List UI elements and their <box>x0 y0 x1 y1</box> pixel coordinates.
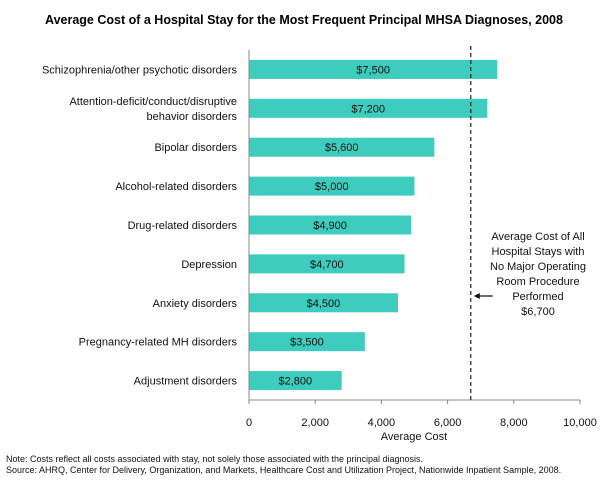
bar-value-label: $3,500 <box>290 337 324 349</box>
reference-annotation-line: Performed <box>512 291 563 303</box>
bar <box>249 137 435 157</box>
category-label: Bipolar disorders <box>154 142 237 154</box>
bar-chart: Average Cost of a Hospital Stay for the … <box>42 13 597 443</box>
bar-value-label: $4,700 <box>310 259 344 271</box>
x-axis-label: Average Cost <box>381 431 447 443</box>
reference-annotation-line: Average Cost of All <box>491 231 584 243</box>
bar <box>249 59 498 79</box>
x-tick-label: 0 <box>246 417 252 429</box>
reference-annotation-line: Hospital Stays with <box>492 246 585 258</box>
bar <box>249 332 365 352</box>
x-tick-label: 2,000 <box>301 417 329 429</box>
category-label: Schizophrenia/other psychotic disorders <box>42 64 238 76</box>
bar <box>249 98 488 118</box>
category-label: Adjustment disorders <box>134 376 238 388</box>
bar-value-label: $7,500 <box>356 64 390 76</box>
reference-annotation-line: Room Procedure <box>496 276 579 288</box>
bar-value-label: $5,600 <box>325 142 359 154</box>
bar-value-label: $5,000 <box>315 181 349 193</box>
source-text: Source: AHRQ, Center for Delivery, Organ… <box>6 465 562 475</box>
bar-value-label: $4,900 <box>313 220 347 232</box>
category-label: Drug-related disorders <box>128 220 238 232</box>
bar-value-label: $7,200 <box>351 103 385 115</box>
category-label: Depression <box>181 259 237 271</box>
bar <box>249 215 412 235</box>
bar <box>249 293 398 313</box>
category-label: behavior disorders <box>147 111 238 123</box>
bar <box>249 371 342 391</box>
reference-annotation-line: No Major Operating <box>490 261 586 273</box>
reference-annotation-line: $6,700 <box>521 306 555 318</box>
arrow-left-icon <box>473 293 480 299</box>
note-text: Note: Costs reflect all costs associated… <box>6 454 424 464</box>
category-label: Anxiety disorders <box>153 298 238 310</box>
category-label: Pregnancy-related MH disorders <box>79 337 238 349</box>
bar-value-label: $2,800 <box>279 376 313 388</box>
bar <box>249 176 415 196</box>
chart-title: Average Cost of a Hospital Stay for the … <box>45 13 563 27</box>
bar-value-label: $4,500 <box>307 298 341 310</box>
x-tick-label: 8,000 <box>500 417 528 429</box>
category-label: Alcohol-related disorders <box>115 181 237 193</box>
bar <box>249 254 405 274</box>
x-tick-label: 6,000 <box>434 417 462 429</box>
x-tick-label: 10,000 <box>563 417 597 429</box>
x-tick-label: 4,000 <box>368 417 396 429</box>
chart-notes: Note: Costs reflect all costs associated… <box>6 454 606 476</box>
category-label: Attention-deficit/conduct/disruptive <box>69 96 237 108</box>
